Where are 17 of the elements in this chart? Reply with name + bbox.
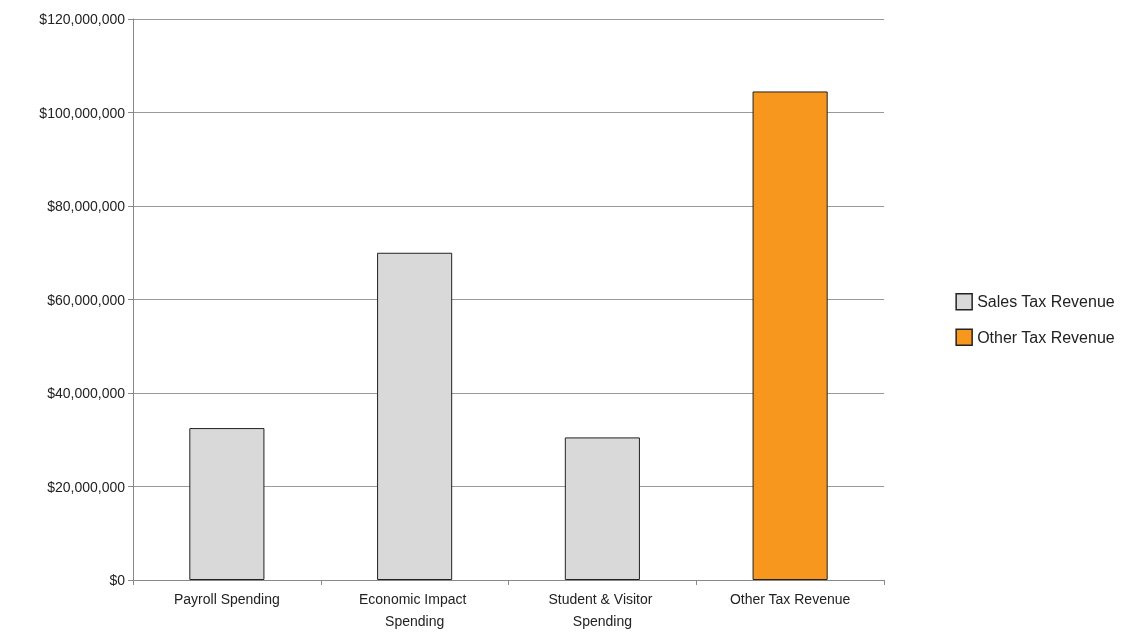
x-tick-label: Student & Visitor Spending [548, 591, 657, 629]
bar [377, 252, 453, 580]
y-tick-label: $20,000,000 [47, 478, 126, 495]
bar [752, 91, 828, 580]
y-tick-label: $100,000,000 [39, 104, 126, 121]
y-tick-label: $40,000,000 [47, 385, 126, 401]
bar [189, 428, 265, 580]
x-tick-label: Payroll Spending [173, 591, 280, 607]
x-tick-label: Economic Impact Spending [358, 591, 471, 629]
y-tick-label: $80,000,000 [47, 198, 126, 214]
x-tick-label: Other Tax Revenue [729, 591, 851, 607]
y-tick-label: $60,000,000 [47, 291, 126, 308]
legend-label: Sales Tax Revenue [977, 293, 1115, 311]
y-tick-label: $120,000,000 [39, 11, 126, 27]
y-tick-label: $0 [109, 572, 126, 588]
bar [564, 437, 640, 580]
legend-label: Other Tax Revenue [977, 328, 1115, 346]
